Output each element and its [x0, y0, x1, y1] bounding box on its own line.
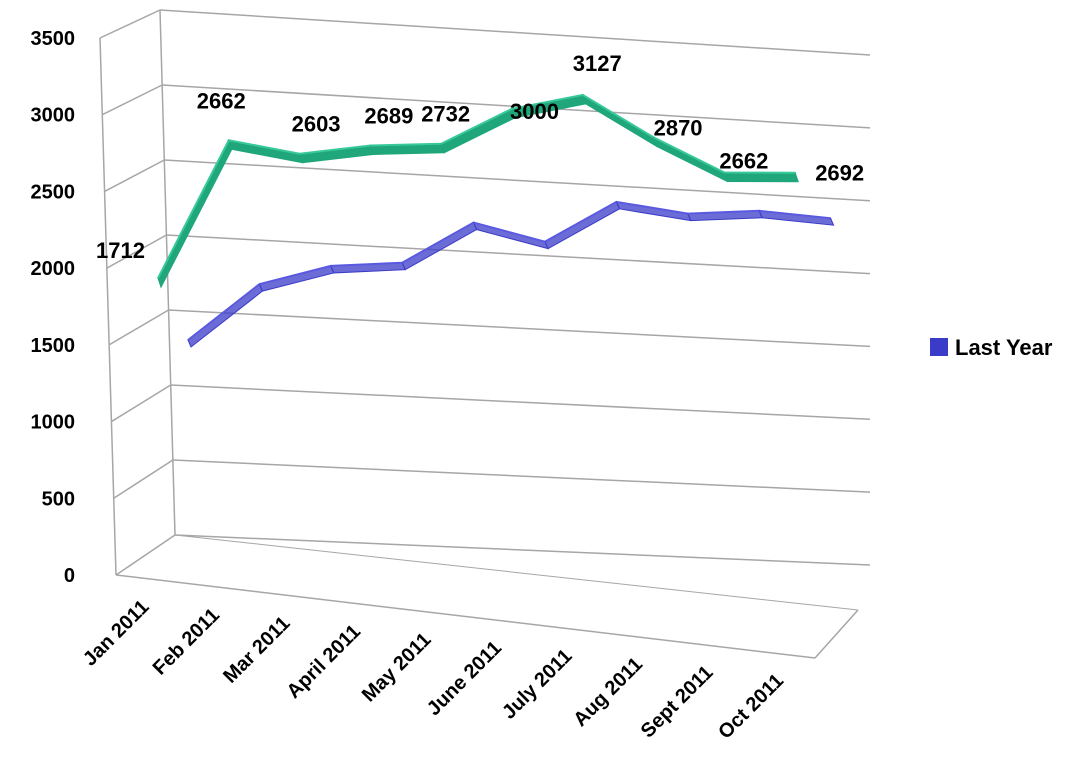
floor-back-edge: [174, 534, 859, 611]
data-label: 1712: [96, 238, 145, 263]
series-line: [157, 93, 796, 279]
data-point: [582, 94, 584, 96]
data-point: [440, 143, 442, 145]
data-point: [615, 201, 617, 203]
gridline-side: [99, 9, 161, 39]
y-axis-ticks: 0 500 1000 1500 2000 2500 3000 3500: [31, 28, 76, 587]
series-ribbon-segment: [652, 136, 729, 183]
data-point: [401, 262, 403, 264]
y-tick-label: 1500: [31, 335, 76, 357]
gridlines: [99, 9, 871, 576]
data-point: [723, 172, 725, 174]
gridline-side: [106, 234, 167, 269]
y-tick-label: 3000: [31, 105, 76, 127]
gridline-side: [111, 384, 172, 423]
y-tick-label: 0: [64, 565, 75, 587]
gridline-back: [164, 159, 871, 202]
data-label: 2662: [197, 88, 246, 113]
y-tick-label: 2500: [31, 181, 76, 203]
series-ribbon-segment: [187, 283, 264, 348]
series-ribbon-segment: [298, 144, 375, 164]
y-tick-label: 2000: [31, 258, 76, 280]
data-labels: 1712 2662 2603 2689 2732 3000 3127 2870 2662 2692: [96, 51, 864, 263]
data-label: 2603: [292, 112, 341, 137]
gridline-back: [172, 459, 871, 493]
gridline-side: [108, 309, 169, 346]
x-tick-label: Feb 2011: [149, 604, 224, 679]
data-point: [473, 222, 475, 224]
x-tick-label: April 2011: [283, 621, 365, 703]
floor-front-edge: [115, 574, 816, 659]
legend-label: Last Year: [955, 335, 1053, 360]
y-tick-label: 1000: [31, 412, 76, 434]
gridline-back: [159, 9, 871, 56]
y-tick-label: 3500: [31, 28, 76, 50]
data-point: [687, 213, 689, 215]
gridline-back: [162, 84, 871, 129]
data-point: [228, 139, 230, 141]
x-tick-label: July 2011: [498, 645, 576, 723]
legend-swatch: [930, 338, 948, 356]
x-tick-label: May 2011: [358, 629, 436, 707]
gridline-back: [174, 534, 871, 566]
x-tick-label: Sept 2011: [637, 662, 718, 743]
series-ribbon-segment: [401, 221, 478, 271]
x-tick-label: Mar 2011: [219, 612, 294, 687]
data-label: 2689: [364, 103, 413, 128]
left-wall-front-edge: [99, 37, 117, 576]
gridline-back: [170, 384, 871, 421]
series-line: [187, 200, 831, 341]
data-point: [187, 339, 189, 341]
data-point: [794, 172, 796, 174]
gridline-side: [101, 84, 163, 116]
series-ribbon-segment: [544, 201, 621, 250]
data-point: [758, 210, 760, 212]
data-point: [369, 144, 371, 146]
gridline-side: [113, 459, 174, 499]
data-point: [258, 283, 260, 285]
x-tick-label: June 2011: [423, 637, 506, 720]
legend: Last Year: [930, 335, 1053, 360]
data-point: [544, 241, 546, 243]
gridline-back: [166, 234, 871, 275]
data-point: [157, 277, 159, 279]
gridline-side: [104, 159, 165, 193]
data-point: [653, 136, 655, 138]
floor-right-edge: [814, 609, 859, 659]
series-ribbon-segment: [723, 172, 799, 183]
series-layer: [157, 93, 835, 348]
data-label: 3000: [510, 99, 559, 124]
data-label: 3127: [573, 51, 622, 76]
data-point: [299, 153, 301, 155]
x-tick-label: Jan 2011: [79, 596, 154, 671]
y-tick-label: 500: [42, 488, 75, 510]
data-label: 2692: [815, 161, 864, 186]
gridline-side: [115, 534, 176, 576]
data-label: 2870: [654, 115, 703, 140]
data-point: [511, 108, 513, 110]
series-ribbon-segment: [258, 265, 335, 292]
data-label: 2732: [421, 102, 470, 127]
gridline-back: [168, 309, 871, 348]
x-tick-label: Oct 2011: [714, 670, 788, 744]
data-point: [830, 217, 832, 219]
data-point: [330, 265, 332, 267]
data-label: 2662: [719, 149, 768, 174]
x-tick-label: Aug 2011: [569, 653, 647, 731]
